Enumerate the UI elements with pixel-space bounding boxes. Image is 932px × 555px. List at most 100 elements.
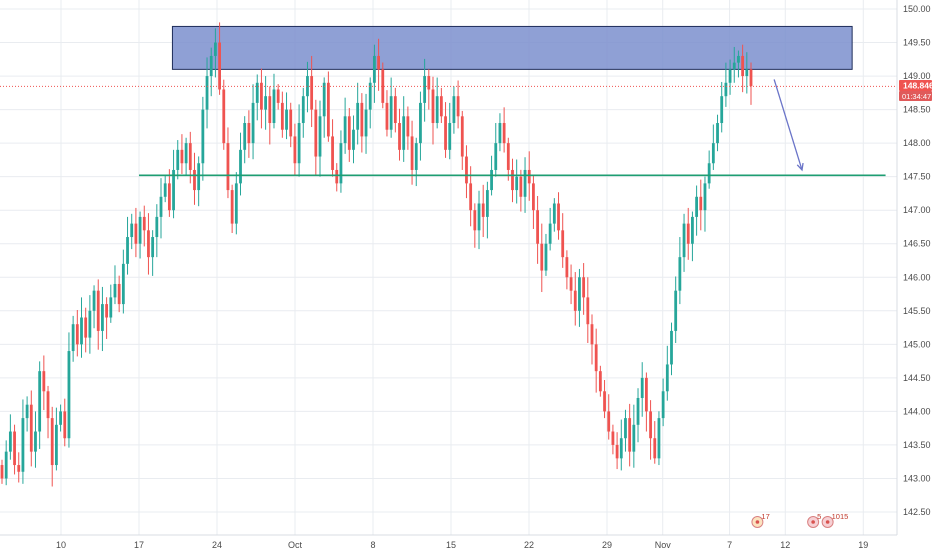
candle-body xyxy=(214,42,217,56)
candle-body xyxy=(435,96,439,124)
candle-body xyxy=(167,183,171,211)
candle-body xyxy=(117,283,121,305)
candle-body xyxy=(163,183,167,197)
candle-body xyxy=(251,102,255,144)
time-axis[interactable]: 10 17 24 Oct 8 15 22 29 Nov 7 12 19 xyxy=(56,540,868,550)
candle-body xyxy=(674,290,678,331)
event-label: 17 xyxy=(761,512,769,521)
candle-body xyxy=(88,310,92,338)
candle-body xyxy=(456,96,460,117)
event-marker-dot xyxy=(811,520,815,524)
candle-body xyxy=(624,418,627,439)
candle-body xyxy=(423,76,427,103)
candle-body xyxy=(389,96,393,130)
candle-body xyxy=(661,391,665,419)
candle-body xyxy=(243,123,247,150)
y-tick-label: 147.00 xyxy=(903,205,931,215)
candle-body xyxy=(448,123,452,150)
candle-body xyxy=(506,143,510,170)
candle-body xyxy=(477,203,481,231)
candle-body xyxy=(686,223,690,244)
candle-body xyxy=(268,96,272,124)
candle-body xyxy=(565,257,569,278)
candle-body xyxy=(134,223,138,244)
candle-body xyxy=(92,290,96,311)
candle-body xyxy=(498,123,502,144)
y-tick-label: 150.00 xyxy=(903,4,931,14)
candle-body xyxy=(523,169,527,197)
y-tick-label: 149.00 xyxy=(903,71,931,81)
x-tick-label: 19 xyxy=(858,540,868,550)
candle-body xyxy=(84,317,88,338)
candle-body xyxy=(707,163,711,184)
candle-body xyxy=(691,216,694,244)
candle-body xyxy=(142,216,146,231)
candle-body xyxy=(130,223,134,238)
x-tick-label: 8 xyxy=(370,540,375,550)
candle-body xyxy=(293,136,297,164)
countdown-label: 01:34:47 xyxy=(902,92,931,101)
candle-body xyxy=(318,116,322,157)
candle-body xyxy=(439,96,443,117)
candle-body xyxy=(29,404,33,452)
candle-body xyxy=(13,431,16,466)
candle-body xyxy=(657,418,661,459)
candle-body xyxy=(427,76,431,90)
event-label: 5 xyxy=(817,512,821,521)
candle-body xyxy=(398,123,401,150)
candle-body xyxy=(444,116,447,150)
candle-body xyxy=(230,190,234,224)
candle-body xyxy=(724,82,728,97)
candle-body xyxy=(121,263,125,305)
candle-body xyxy=(364,109,368,137)
candle-body xyxy=(720,96,724,124)
x-tick-label: Oct xyxy=(288,540,303,550)
candle-body xyxy=(649,411,652,439)
y-tick-label: 142.50 xyxy=(903,507,931,517)
candle-body xyxy=(42,371,46,392)
y-tick-label: 143.50 xyxy=(903,440,931,450)
candle-body xyxy=(414,143,418,170)
candle-body xyxy=(126,237,129,264)
candle-body xyxy=(632,424,636,452)
candle-body xyxy=(557,203,560,231)
price-axis[interactable]: 150.00 149.50 149.00 148.50 148.00 147.50 147.… xyxy=(903,4,931,517)
x-tick-label: 12 xyxy=(780,540,790,550)
candle-body xyxy=(615,444,619,459)
candle-body xyxy=(264,96,268,110)
grid-lines xyxy=(0,0,897,535)
candle-body xyxy=(335,169,339,184)
candle-body xyxy=(494,143,498,170)
candle-body xyxy=(682,223,686,258)
candle-body xyxy=(527,169,531,184)
candle-body xyxy=(113,283,117,298)
economic-events[interactable]: 17 5 1015 xyxy=(751,512,848,528)
candle-body xyxy=(460,116,464,157)
candle-body xyxy=(63,411,67,439)
candle-body xyxy=(619,438,623,459)
candle-body xyxy=(59,411,62,425)
candle-body xyxy=(465,156,468,184)
projection-arrow-shaft xyxy=(773,79,803,171)
candle-body xyxy=(67,351,71,439)
candle-body xyxy=(247,123,251,144)
candle-body xyxy=(410,136,414,170)
candle-body xyxy=(54,424,58,466)
candle-body xyxy=(377,55,380,70)
candle-body xyxy=(352,129,355,150)
candle-body xyxy=(594,344,598,372)
candle-body xyxy=(607,411,611,432)
candle-body xyxy=(80,317,83,345)
candle-body xyxy=(180,149,184,164)
candle-body xyxy=(603,391,606,412)
candle-body xyxy=(17,465,21,472)
y-tick-label: 144.50 xyxy=(903,373,931,383)
x-tick-label: 17 xyxy=(134,540,144,550)
candle-body xyxy=(138,216,142,244)
candle-body xyxy=(322,82,326,117)
candle-body xyxy=(670,330,673,365)
y-tick-label: 147.50 xyxy=(903,172,931,182)
candle-body xyxy=(406,116,410,137)
